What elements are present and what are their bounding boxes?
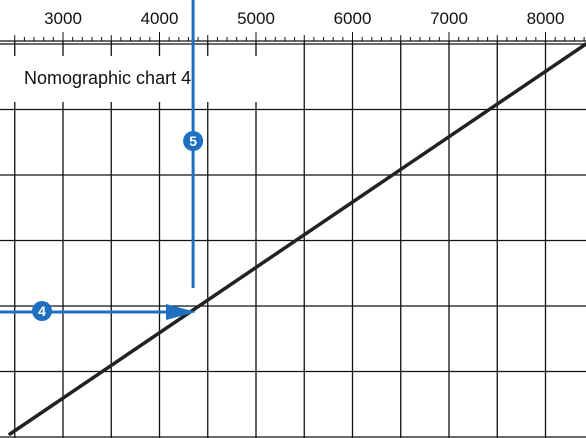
chart-title: Nomographic chart 4 <box>24 68 191 88</box>
arrow-right-icon <box>166 304 196 320</box>
tick-label: 3000 <box>44 9 82 28</box>
title-background <box>14 56 262 102</box>
tick-label: 4000 <box>141 9 179 28</box>
reading-indicators: 4 5 <box>0 0 204 321</box>
tick-label: 6000 <box>334 9 372 28</box>
diagonal-curve <box>8 42 586 436</box>
tick-label: 8000 <box>527 9 565 28</box>
step-marker-5 <box>183 131 204 151</box>
step-number-4: 4 <box>38 303 46 319</box>
top-scale: 3000 4000 5000 6000 7000 8000 <box>0 9 586 42</box>
tick-label: 7000 <box>430 9 468 28</box>
step-marker-4 <box>32 301 52 321</box>
tick-label: 5000 <box>237 9 275 28</box>
step-number-5: 5 <box>189 133 197 149</box>
